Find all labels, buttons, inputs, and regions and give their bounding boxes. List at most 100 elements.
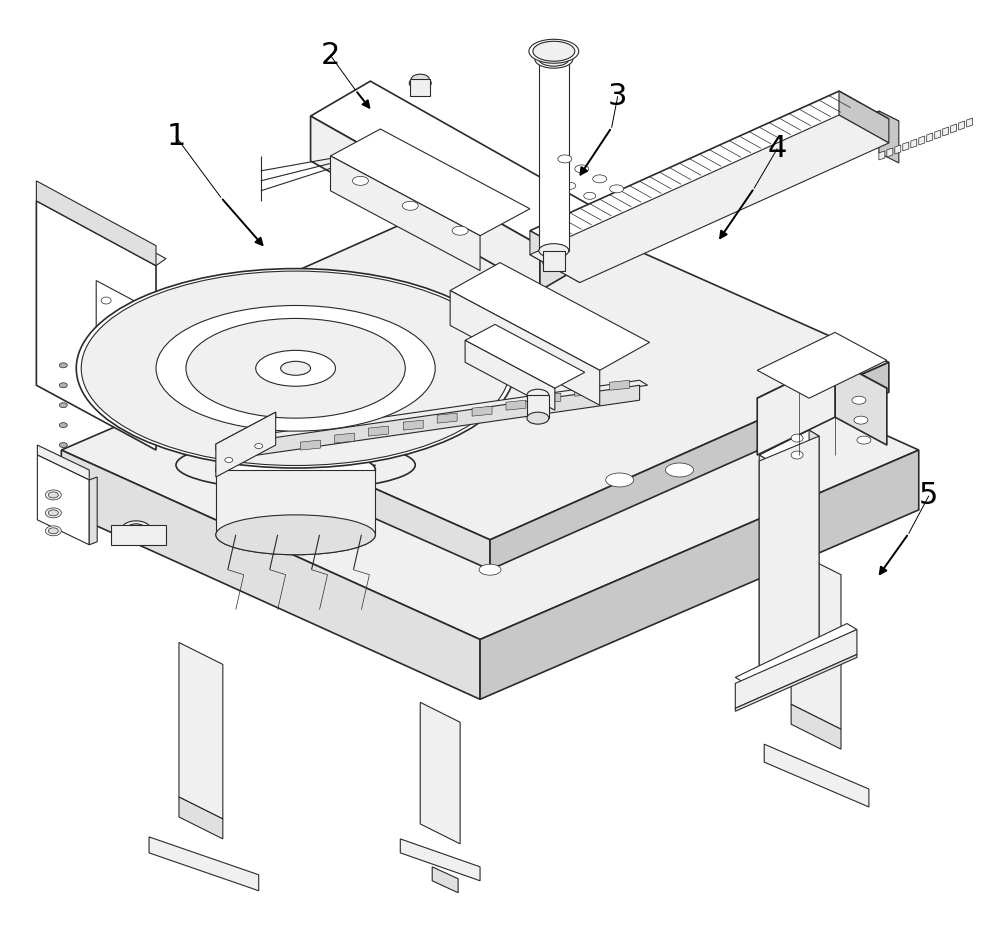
Ellipse shape: [216, 450, 375, 490]
Polygon shape: [791, 704, 841, 749]
Polygon shape: [759, 431, 819, 461]
Ellipse shape: [564, 183, 576, 189]
Polygon shape: [96, 281, 141, 390]
Polygon shape: [935, 130, 941, 139]
Polygon shape: [735, 630, 857, 709]
Text: 3: 3: [608, 82, 627, 111]
Polygon shape: [835, 360, 887, 446]
Ellipse shape: [606, 473, 634, 487]
Polygon shape: [911, 139, 917, 148]
Polygon shape: [91, 184, 889, 540]
Ellipse shape: [584, 192, 596, 199]
Polygon shape: [506, 401, 526, 410]
Polygon shape: [757, 360, 835, 455]
Ellipse shape: [535, 51, 573, 68]
Polygon shape: [757, 360, 887, 426]
Polygon shape: [450, 290, 600, 405]
Ellipse shape: [216, 515, 375, 555]
Polygon shape: [764, 744, 869, 807]
Polygon shape: [89, 477, 97, 545]
Polygon shape: [959, 121, 965, 130]
Ellipse shape: [101, 297, 111, 304]
Polygon shape: [540, 211, 600, 290]
Ellipse shape: [533, 41, 575, 61]
Ellipse shape: [48, 528, 58, 534]
Polygon shape: [895, 145, 901, 154]
Polygon shape: [500, 249, 520, 300]
Polygon shape: [490, 362, 889, 570]
Polygon shape: [543, 251, 565, 271]
Ellipse shape: [59, 383, 67, 388]
Polygon shape: [465, 325, 585, 388]
Polygon shape: [37, 446, 89, 480]
Text: 4: 4: [767, 135, 787, 164]
Polygon shape: [61, 450, 480, 699]
Polygon shape: [91, 362, 490, 570]
Polygon shape: [36, 201, 156, 450]
Ellipse shape: [45, 490, 61, 500]
Ellipse shape: [409, 77, 431, 89]
Polygon shape: [759, 455, 769, 680]
Polygon shape: [179, 797, 223, 839]
Polygon shape: [610, 380, 630, 390]
Polygon shape: [879, 151, 885, 160]
Polygon shape: [37, 455, 89, 545]
Polygon shape: [465, 341, 555, 410]
Ellipse shape: [452, 227, 468, 235]
Polygon shape: [176, 368, 186, 450]
Text: 1: 1: [166, 123, 186, 152]
Polygon shape: [472, 406, 492, 417]
Polygon shape: [311, 116, 540, 290]
Ellipse shape: [126, 524, 146, 535]
Polygon shape: [400, 839, 480, 881]
Polygon shape: [480, 450, 919, 699]
Ellipse shape: [539, 52, 569, 66]
Polygon shape: [541, 393, 561, 403]
Ellipse shape: [352, 176, 368, 185]
Polygon shape: [967, 118, 973, 127]
Ellipse shape: [81, 271, 510, 465]
Ellipse shape: [176, 341, 415, 390]
Polygon shape: [311, 81, 600, 245]
Polygon shape: [420, 702, 460, 844]
Ellipse shape: [527, 412, 549, 424]
Ellipse shape: [186, 318, 405, 418]
Ellipse shape: [791, 451, 803, 459]
Ellipse shape: [121, 520, 151, 539]
Ellipse shape: [176, 440, 415, 490]
Polygon shape: [334, 433, 354, 443]
Polygon shape: [149, 837, 259, 891]
Ellipse shape: [45, 526, 61, 535]
Ellipse shape: [225, 458, 233, 462]
Polygon shape: [216, 412, 276, 450]
Ellipse shape: [791, 434, 803, 442]
Polygon shape: [887, 148, 893, 157]
Polygon shape: [951, 124, 957, 133]
Polygon shape: [575, 387, 595, 396]
Polygon shape: [500, 111, 899, 258]
Polygon shape: [410, 80, 430, 96]
Polygon shape: [903, 142, 909, 151]
Polygon shape: [403, 420, 423, 431]
Ellipse shape: [59, 363, 67, 368]
Polygon shape: [331, 156, 480, 271]
Ellipse shape: [852, 396, 866, 404]
Polygon shape: [216, 412, 276, 477]
Polygon shape: [111, 525, 166, 545]
Ellipse shape: [543, 257, 565, 268]
Ellipse shape: [59, 402, 67, 408]
Ellipse shape: [216, 515, 375, 555]
Ellipse shape: [593, 175, 607, 183]
Ellipse shape: [854, 417, 868, 424]
Text: 5: 5: [919, 481, 938, 510]
Ellipse shape: [610, 184, 624, 193]
Ellipse shape: [532, 341, 548, 350]
Ellipse shape: [527, 389, 549, 402]
Polygon shape: [879, 111, 899, 163]
Ellipse shape: [76, 269, 515, 468]
Ellipse shape: [411, 74, 429, 84]
Ellipse shape: [255, 444, 263, 448]
Polygon shape: [61, 260, 919, 639]
Polygon shape: [179, 642, 223, 819]
Ellipse shape: [575, 165, 589, 173]
